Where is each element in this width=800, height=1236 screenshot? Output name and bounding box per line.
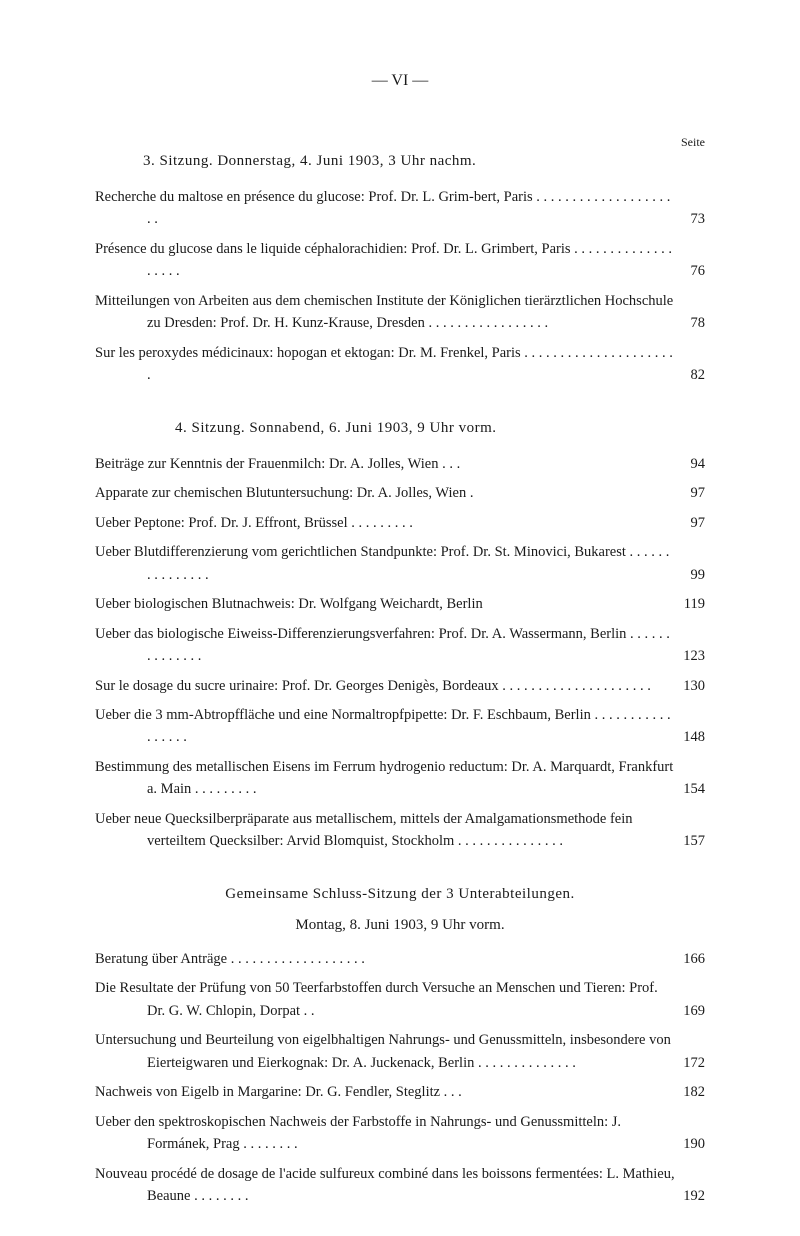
toc-entry: Mitteilungen von Arbeiten aus dem chemis… — [95, 290, 705, 335]
entry-page: 97 — [675, 512, 705, 534]
page-header: — VI — — [95, 72, 705, 90]
toc-entry: Ueber biologischen Blutnachweis: Dr. Wol… — [95, 593, 705, 615]
entry-page: 182 — [675, 1081, 705, 1103]
entry-text: Die Resultate der Prüfung von 50 Teerfar… — [95, 977, 675, 1022]
toc-entry: Apparate zur chemischen Blutuntersuchung… — [95, 482, 705, 504]
entry-page: 82 — [675, 364, 705, 386]
joint-section-title: Gemeinsame Schluss-Sitzung der 3 Unterab… — [95, 886, 705, 903]
toc-entry: Présence du glucose dans le liquide céph… — [95, 238, 705, 283]
entry-page: 154 — [675, 778, 705, 800]
toc-entry: Beiträge zur Kenntnis der Frauenmilch: D… — [95, 453, 705, 475]
section3-title: 3. Sitzung. Donnerstag, 4. Juni 1903, 3 … — [95, 153, 705, 170]
entry-page: 97 — [675, 482, 705, 504]
entry-page: 130 — [675, 675, 705, 697]
entry-text: Beiträge zur Kenntnis der Frauenmilch: D… — [95, 453, 675, 475]
entry-page: 78 — [675, 312, 705, 334]
entry-text: Ueber Blutdifferenzierung vom gerichtlic… — [95, 541, 675, 586]
entry-page: 192 — [675, 1185, 705, 1207]
toc-entry: Sur le dosage du sucre urinaire: Prof. D… — [95, 675, 705, 697]
entry-page: 157 — [675, 830, 705, 852]
entry-page: 172 — [675, 1052, 705, 1074]
toc-entry: Nouveau procédé de dosage de l'acide sul… — [95, 1163, 705, 1208]
entry-text: Nachweis von Eigelb in Margarine: Dr. G.… — [95, 1081, 675, 1103]
entry-text: Sur le dosage du sucre urinaire: Prof. D… — [95, 675, 675, 697]
toc-entry: Die Resultate der Prüfung von 50 Teerfar… — [95, 977, 705, 1022]
entry-text: Ueber neue Quecksilberpräparate aus meta… — [95, 808, 675, 853]
entry-page: 76 — [675, 260, 705, 282]
toc-entry: Recherche du maltose en présence du gluc… — [95, 186, 705, 231]
entry-page: 119 — [675, 593, 705, 615]
entry-text: Ueber biologischen Blutnachweis: Dr. Wol… — [95, 593, 675, 615]
toc-entry: Bestimmung des metallischen Eisens im Fe… — [95, 756, 705, 801]
entry-text: Ueber die 3 mm-Abtropffläche und eine No… — [95, 704, 675, 749]
toc-entry: Untersuchung und Beurteilung von eigelbh… — [95, 1029, 705, 1074]
entry-text: Bestimmung des metallischen Eisens im Fe… — [95, 756, 675, 801]
toc-entry: Ueber den spektroskopischen Nachweis der… — [95, 1111, 705, 1156]
section4-title: 4. Sitzung. Sonnabend, 6. Juni 1903, 9 U… — [95, 420, 705, 437]
toc-entry: Sur les peroxydes médicinaux: hopogan et… — [95, 342, 705, 387]
toc-entry: Ueber Blutdifferenzierung vom gerichtlic… — [95, 541, 705, 586]
entry-text: Recherche du maltose en présence du gluc… — [95, 186, 675, 231]
entry-text: Ueber Peptone: Prof. Dr. J. Effront, Brü… — [95, 512, 675, 534]
entry-text: Beratung über Anträge . . . . . . . . . … — [95, 948, 675, 970]
entry-text: Ueber den spektroskopischen Nachweis der… — [95, 1111, 675, 1156]
entry-text: Untersuchung und Beurteilung von eigelbh… — [95, 1029, 675, 1074]
entry-page: 99 — [675, 564, 705, 586]
entry-text: Nouveau procédé de dosage de l'acide sul… — [95, 1163, 675, 1208]
entry-page: 169 — [675, 1000, 705, 1022]
entry-page: 123 — [675, 645, 705, 667]
entry-page: 73 — [675, 208, 705, 230]
toc-entry: Ueber die 3 mm-Abtropffläche und eine No… — [95, 704, 705, 749]
entry-text: Présence du glucose dans le liquide céph… — [95, 238, 675, 283]
toc-entry: Beratung über Anträge . . . . . . . . . … — [95, 948, 705, 970]
entry-page: 166 — [675, 948, 705, 970]
entry-page: 190 — [675, 1133, 705, 1155]
entry-text: Ueber das biologische Eiweiss-Differenzi… — [95, 623, 675, 668]
toc-entry: Ueber das biologische Eiweiss-Differenzi… — [95, 623, 705, 668]
toc-entry: Ueber neue Quecksilberpräparate aus meta… — [95, 808, 705, 853]
entry-text: Mitteilungen von Arbeiten aus dem chemis… — [95, 290, 675, 335]
entry-text: Apparate zur chemischen Blutuntersuchung… — [95, 482, 675, 504]
seite-label: Seite — [95, 135, 705, 150]
entry-text: Sur les peroxydes médicinaux: hopogan et… — [95, 342, 675, 387]
toc-entry: Nachweis von Eigelb in Margarine: Dr. G.… — [95, 1081, 705, 1103]
joint-section-subtitle: Montag, 8. Juni 1903, 9 Uhr vorm. — [95, 917, 705, 934]
toc-entry: Ueber Peptone: Prof. Dr. J. Effront, Brü… — [95, 512, 705, 534]
entry-page: 94 — [675, 453, 705, 475]
entry-page: 148 — [675, 726, 705, 748]
